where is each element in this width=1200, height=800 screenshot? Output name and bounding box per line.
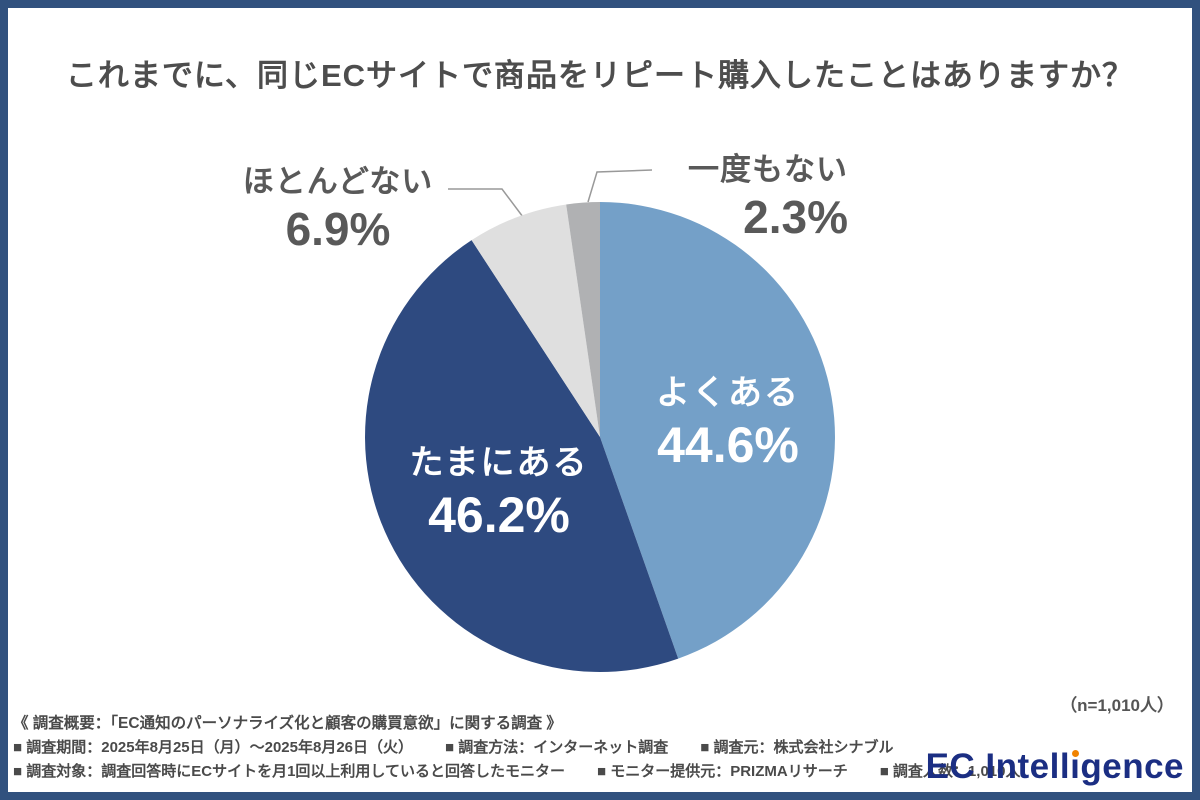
monitor-provider: ■ モニター提供元：PRIZMAリサーチ bbox=[596, 763, 848, 780]
slice-pct-text: 2.3% bbox=[743, 191, 848, 243]
survey-respondents: ■ 調査人数：1,010人 bbox=[879, 763, 1021, 780]
logo-accent-i: ı bbox=[1070, 747, 1080, 787]
slice-pct-text: 46.2% bbox=[428, 487, 570, 543]
pie-label-tamaniaru: たまにある 46.2% bbox=[374, 442, 624, 542]
logo-accent-base: ı bbox=[1070, 747, 1081, 786]
pie-label-yokuaru: よくある 44.6% bbox=[603, 372, 853, 472]
pie-slice-3 bbox=[471, 204, 600, 437]
survey-overview-heading: 《 調査概要：「EC通知のパーソナライズ化と顧客の購買意欲」に関する調査 》 bbox=[13, 715, 562, 732]
logo-text-suffix: gence bbox=[1080, 747, 1184, 786]
sample-size-label: （n=1,010人） bbox=[1060, 696, 1174, 715]
leader-line-hotondonai bbox=[448, 188, 527, 222]
pie-slice-2 bbox=[365, 240, 679, 672]
leader-line-ichidomonai bbox=[587, 169, 653, 203]
survey-details-row-1: ■ 調査期間：2025年8月25日（月）～2025年8月26日（火） ■ 調査方法… bbox=[13, 736, 1020, 760]
pie-slice-1 bbox=[600, 202, 835, 659]
survey-target: ■ 調査対象：調査回答時にECサイトを月1回以上利用していると回答したモニター bbox=[13, 763, 565, 780]
ec-intelligence-logo: EC Intell ıgence bbox=[926, 747, 1184, 787]
pie-slice-4 bbox=[566, 202, 600, 437]
slice-pct-text: 6.9% bbox=[285, 203, 391, 255]
survey-details-row-2: ■ 調査対象：調査回答時にECサイトを月1回以上利用していると回答したモニター ■… bbox=[13, 760, 1020, 784]
logo-i-dot-icon bbox=[1071, 750, 1079, 757]
slice-label-text: 一度もない bbox=[688, 152, 848, 187]
survey-footer: 《 調査概要：「EC通知のパーソナライズ化と顧客の購買意欲」に関する調査 》 ■… bbox=[13, 712, 1020, 784]
slice-pct-text: 44.6% bbox=[657, 417, 799, 473]
slice-label-text: ほとんどない bbox=[242, 164, 434, 199]
chart-title: これまでに、同じECサイトで商品をリピート購入したことはありますか？ bbox=[65, 58, 1135, 93]
pie-label-hotondonai: ほとんどない 6.9% bbox=[218, 163, 458, 254]
survey-method: ■ 調査方法：インターネット調査 bbox=[445, 739, 669, 756]
slice-label-text: たまにある bbox=[409, 444, 589, 482]
survey-period: ■ 調査期間：2025年8月25日（月）～2025年8月26日（火） bbox=[13, 739, 414, 756]
pie-label-ichidomonai: 一度もない 2.3% bbox=[608, 151, 848, 242]
slice-label-text: よくある bbox=[656, 374, 800, 412]
logo-text-prefix: EC Intell bbox=[925, 747, 1071, 786]
survey-source: ■ 調査元：株式会社シナブル bbox=[700, 739, 894, 756]
